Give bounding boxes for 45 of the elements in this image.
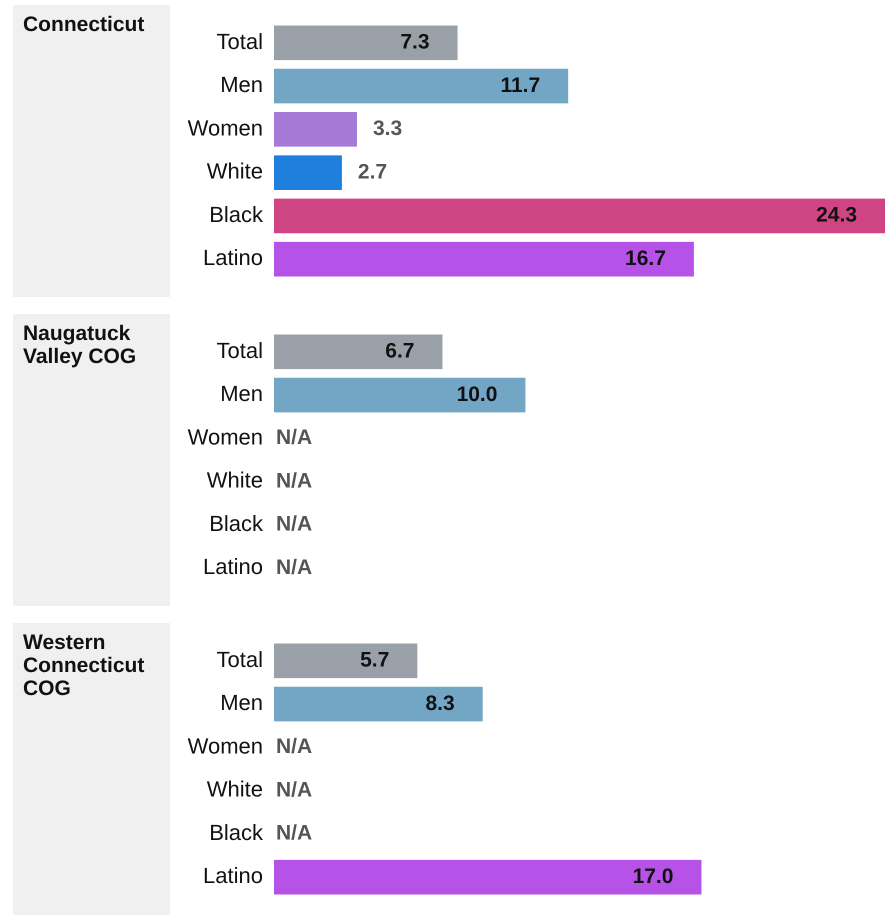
text: N/A — [276, 556, 312, 579]
y-tick-label: Latino — [203, 245, 263, 270]
y-tick-label: Black — [209, 820, 264, 845]
y-tick-label: Black — [209, 202, 264, 227]
data-label: 7.3 — [400, 30, 430, 54]
data-label: 2.7 — [358, 160, 388, 184]
text: N/A — [276, 512, 312, 536]
y-tick-label: Latino — [203, 554, 263, 580]
bar — [274, 68, 568, 104]
data-label: 10.0 — [456, 382, 498, 406]
data-label: 24.3 — [816, 204, 857, 227]
y-tick-label: Total — [216, 28, 263, 54]
bar — [274, 198, 885, 234]
bar — [274, 155, 342, 190]
text: Naugatuck Valley COG — [13, 314, 170, 606]
y-tick-label: Men — [220, 72, 263, 98]
text: N/A — [276, 735, 312, 758]
data-label: 8.3 — [425, 692, 455, 715]
text: N/A — [276, 426, 312, 450]
y-tick-label: Women — [188, 115, 263, 140]
data-label: 5.7 — [360, 648, 390, 672]
y-tick-label: White — [206, 158, 263, 184]
text: Western Connecticut COG — [13, 623, 170, 915]
y-tick-label: White — [206, 776, 263, 802]
y-tick-label: Men — [220, 381, 263, 406]
data-label: 6.7 — [385, 340, 414, 363]
text: N/A — [276, 469, 312, 492]
text: N/A — [276, 822, 312, 845]
bar — [274, 242, 694, 276]
bar — [274, 26, 458, 60]
data-label: 16.7 — [625, 246, 666, 270]
data-label: 11.7 — [500, 74, 540, 97]
y-tick-label: Women — [188, 424, 263, 450]
text: N/A — [276, 778, 312, 802]
text: Connecticut — [13, 5, 170, 297]
y-tick-label: Men — [220, 690, 263, 716]
y-tick-label: Total — [216, 646, 263, 672]
bar — [274, 112, 357, 147]
y-tick-label: Women — [188, 733, 263, 758]
data-label: 17.0 — [632, 864, 674, 888]
y-tick-label: Total — [216, 338, 263, 363]
y-tick-label: Black — [209, 510, 264, 536]
y-tick-label: White — [206, 468, 263, 493]
y-tick-label: Latino — [203, 863, 263, 888]
data-label: 3.3 — [372, 117, 402, 140]
